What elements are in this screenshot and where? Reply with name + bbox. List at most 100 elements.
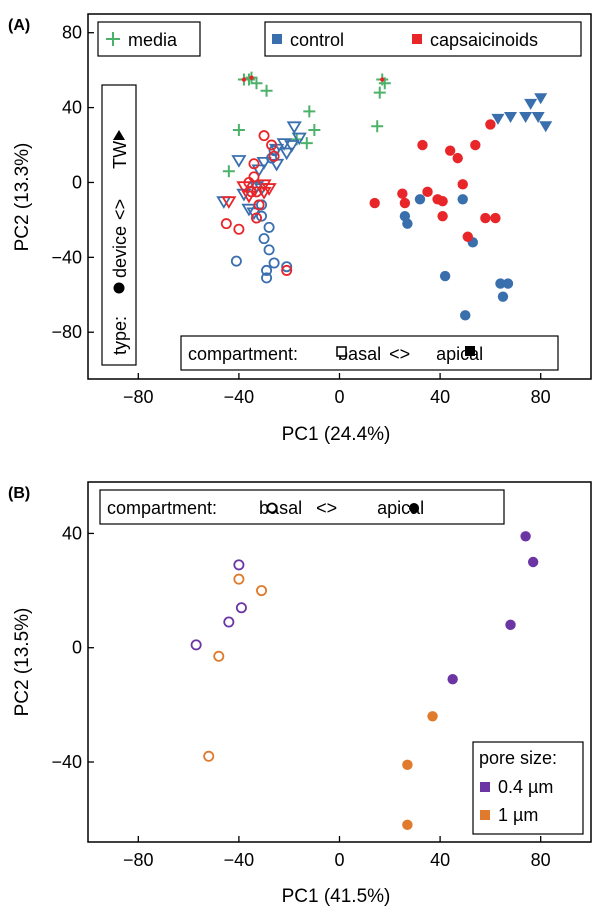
pore-1-square-icon — [480, 810, 490, 820]
legend-media: media — [97, 21, 201, 57]
panel-a: (A) −80 −40 0 40 80 80 40 0 −40 −80 PC1 (24.4%) P… — [8, 13, 592, 445]
y-tick-label-a-4: −80 — [51, 322, 82, 342]
point-a-6-7 — [495, 278, 506, 289]
panel-a-frame — [87, 13, 592, 380]
point-a-0-1 — [250, 77, 263, 90]
panel-b: (B) −80 −40 0 40 80 40 0 −40 PC1 (41.5%) PC2 (1… — [8, 481, 592, 907]
x-tick-label-a-4: 80 — [531, 387, 551, 407]
media-plus-icon — [106, 32, 120, 46]
point-a-7-6 — [539, 121, 553, 133]
point-a-6-3 — [457, 194, 468, 205]
point-a-8-4 — [437, 195, 448, 207]
x-tick-label-a-2: 0 — [334, 387, 344, 407]
point-b-1-2 — [213, 650, 225, 662]
point-a-7-4 — [531, 111, 545, 123]
point-a-8-9 — [462, 231, 473, 242]
point-a-5-2 — [241, 190, 257, 204]
point-a-7-2 — [519, 111, 533, 123]
legend-compartment-b-text: compartment: basal <> apical — [107, 498, 424, 518]
point-a-6-5 — [439, 270, 451, 282]
y-tick-label-b-2: −40 — [51, 752, 82, 772]
legend-media-label: media — [128, 30, 178, 50]
x-tick-label-a-1: −40 — [224, 387, 255, 407]
x-tick-label-b-1: −40 — [224, 850, 255, 870]
y-tick-label-a-1: 40 — [62, 98, 82, 118]
point-a-2-6 — [281, 261, 293, 273]
basal-open-square-icon — [336, 346, 347, 357]
point-a-5-1 — [236, 181, 252, 194]
point-a-3-11 — [291, 132, 307, 146]
legend-treatment: control capsaicinoids — [264, 21, 582, 57]
point-a-7-1 — [504, 111, 518, 123]
panel-a-ylabel: PC2 (13.3%) — [12, 143, 33, 252]
point-a-4-9 — [258, 130, 270, 142]
point-a-0-7 — [308, 124, 321, 137]
point-a-4-4 — [248, 171, 260, 183]
point-a-0-3 — [232, 124, 245, 137]
point-a-2-0 — [230, 255, 242, 267]
point-a-5-3 — [256, 186, 272, 200]
legend-pore-title: pore size: — [479, 748, 557, 768]
tw-triangle-icon — [113, 130, 125, 140]
legend-pore-04-label: 0.4 µm — [498, 777, 553, 797]
point-b-1-1 — [256, 585, 268, 597]
y-tick-label-b-1: 0 — [72, 638, 82, 658]
x-tick-label-b-3: 40 — [430, 850, 450, 870]
point-a-4-1 — [233, 223, 245, 235]
legend-compartment-b-box — [99, 489, 505, 525]
control-square-icon — [272, 34, 282, 44]
point-a-3-13 — [279, 147, 295, 161]
point-a-4-10 — [266, 139, 278, 151]
legend-pore-size: pore size: 0.4 µm 1 µm — [472, 741, 584, 835]
legend-compartment-a: compartment: basal <> apical — [180, 335, 559, 371]
panel-b-xlabel: PC1 (41.5%) — [282, 886, 391, 907]
point-a-8-15 — [397, 188, 408, 199]
legend-compartment-a-box — [180, 335, 559, 371]
legend-pore-box — [472, 741, 584, 835]
point-b-0-1 — [223, 616, 235, 628]
point-a-7-3 — [524, 98, 538, 110]
point-a-4-0 — [220, 218, 232, 230]
pore-04-square-icon — [480, 782, 490, 792]
x-tick-label-a-0: −80 — [123, 387, 154, 407]
point-a-8-7 — [452, 152, 463, 164]
point-a-2-1 — [258, 233, 270, 245]
x-tick-label-b-0: −80 — [123, 850, 154, 870]
point-a-0-2 — [260, 84, 273, 97]
point-b-3-0 — [427, 711, 438, 722]
point-a-3-6 — [256, 156, 272, 170]
point-a-3-14 — [231, 155, 247, 168]
x-tick-label-b-2: 0 — [334, 850, 344, 870]
point-a-4-5 — [248, 158, 260, 170]
point-a-2-7 — [263, 221, 275, 233]
point-a-2-4 — [261, 264, 273, 276]
point-a-6-2 — [414, 194, 426, 205]
panel-b-points — [190, 531, 539, 831]
point-a-6-9 — [502, 278, 514, 289]
point-b-3-2 — [402, 819, 413, 831]
point-a-3-9 — [284, 140, 300, 153]
point-a-6-1 — [402, 218, 413, 229]
y-tick-label-b-0: 40 — [62, 523, 82, 543]
point-a-2-2 — [263, 244, 275, 256]
point-b-2-3 — [447, 673, 458, 685]
legend-control-label: control — [290, 30, 344, 50]
x-tick-label-a-3: 40 — [430, 387, 450, 407]
point-a-2-5 — [261, 272, 273, 284]
point-a-8-12 — [485, 119, 496, 130]
point-a-1-1 — [249, 75, 254, 80]
panel-b-ylabel: PC2 (13.5%) — [12, 608, 33, 717]
point-a-4-8 — [251, 212, 263, 224]
point-a-4-7 — [253, 199, 265, 211]
point-a-0-9 — [371, 120, 384, 133]
legend-pore-1-label: 1 µm — [498, 805, 538, 825]
point-b-0-0 — [190, 639, 202, 651]
point-a-0-10 — [373, 86, 386, 99]
point-a-5-0 — [221, 196, 237, 209]
point-a-4-12 — [281, 264, 293, 276]
point-b-1-3 — [203, 750, 215, 762]
y-tick-label-a-2: 0 — [72, 172, 82, 192]
point-a-8-10 — [470, 139, 481, 151]
point-a-8-0 — [369, 197, 380, 209]
